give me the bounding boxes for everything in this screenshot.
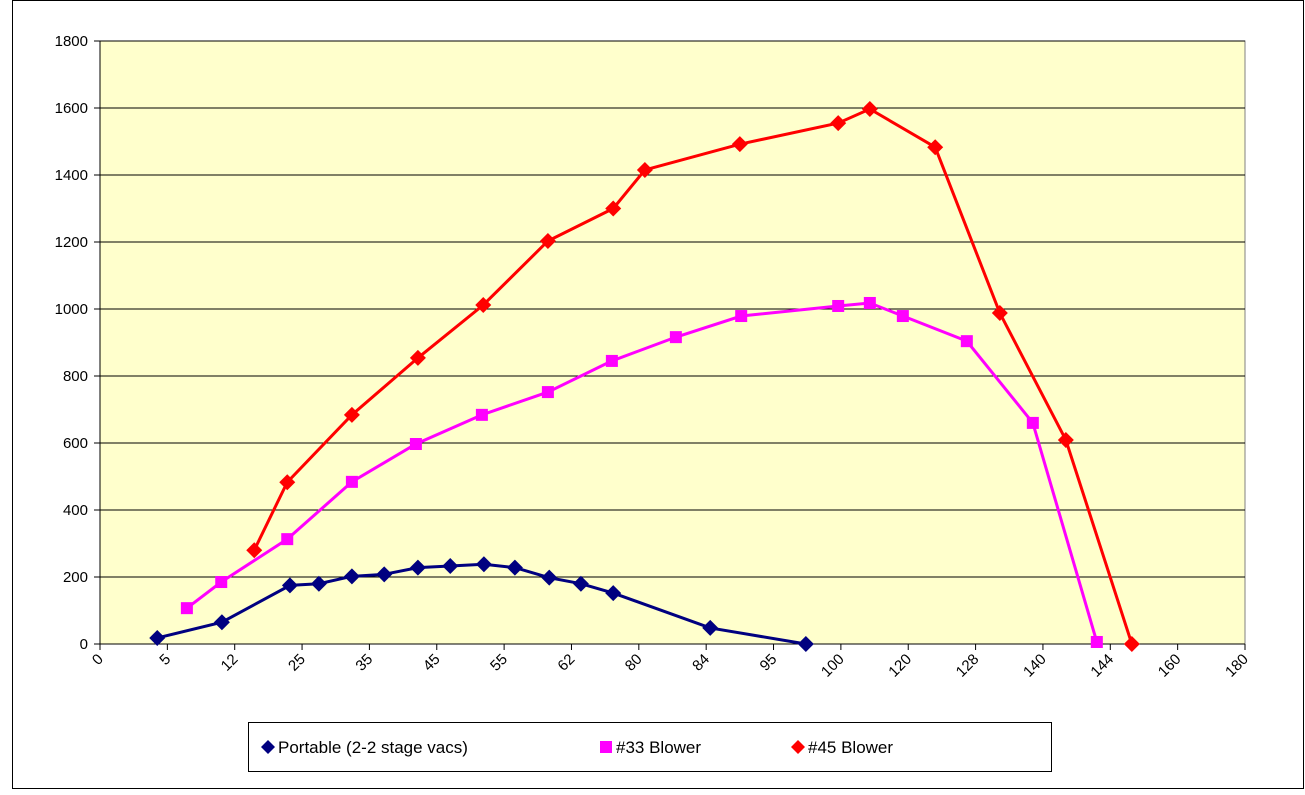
marker [279, 474, 296, 491]
marker [215, 576, 228, 589]
legend-label: Portable (2-2 stage vacs) [278, 738, 468, 757]
marker [991, 305, 1008, 322]
marker [149, 629, 166, 646]
marker [605, 200, 622, 217]
marker [343, 406, 360, 423]
marker [861, 101, 878, 118]
marker [475, 408, 488, 421]
y-tick-label: 800 [63, 368, 88, 385]
marker [541, 386, 554, 399]
marker [1090, 635, 1103, 648]
marker [506, 559, 523, 576]
marker [572, 575, 589, 592]
y-tick-label: 1200 [55, 234, 88, 251]
marker [830, 115, 847, 132]
marker [442, 557, 459, 574]
marker [1057, 431, 1074, 448]
marker [896, 310, 909, 323]
marker [475, 556, 492, 573]
marker [475, 296, 492, 313]
y-tick-label: 1600 [55, 100, 88, 117]
legend-label: #33 Blower [616, 738, 701, 757]
marker [409, 559, 426, 576]
legend-marker [600, 741, 612, 753]
y-tick-label: 400 [63, 502, 88, 519]
marker [213, 614, 230, 631]
marker [343, 568, 360, 585]
marker [669, 331, 682, 344]
marker [832, 299, 845, 312]
y-tick-label: 1800 [55, 33, 88, 50]
marker [863, 296, 876, 309]
marker [281, 533, 294, 546]
legend [248, 722, 1052, 772]
marker [702, 619, 719, 636]
marker [180, 602, 193, 615]
marker [539, 232, 556, 249]
marker [541, 569, 558, 586]
y-tick-label: 600 [63, 435, 88, 452]
marker [731, 136, 748, 153]
y-tick-label: 0 [80, 636, 88, 653]
y-tick-label: 1000 [55, 301, 88, 318]
marker [605, 585, 622, 602]
y-tick-label: 200 [63, 569, 88, 586]
marker [409, 349, 426, 366]
legend-marker [791, 740, 805, 754]
marker [605, 354, 618, 367]
marker [735, 310, 748, 323]
marker [960, 335, 973, 348]
marker [927, 139, 944, 156]
marker [1026, 416, 1039, 429]
marker [636, 161, 653, 178]
marker [376, 566, 393, 583]
y-tick-label: 1400 [55, 167, 88, 184]
marker [281, 577, 298, 594]
legend-marker [261, 740, 275, 754]
series-line [185, 301, 1099, 643]
marker [409, 438, 422, 451]
marker [345, 475, 358, 488]
marker [1123, 636, 1140, 652]
marker [797, 636, 814, 652]
marker [246, 542, 263, 559]
marker [310, 575, 327, 592]
legend-label: #45 Blower [808, 738, 893, 757]
